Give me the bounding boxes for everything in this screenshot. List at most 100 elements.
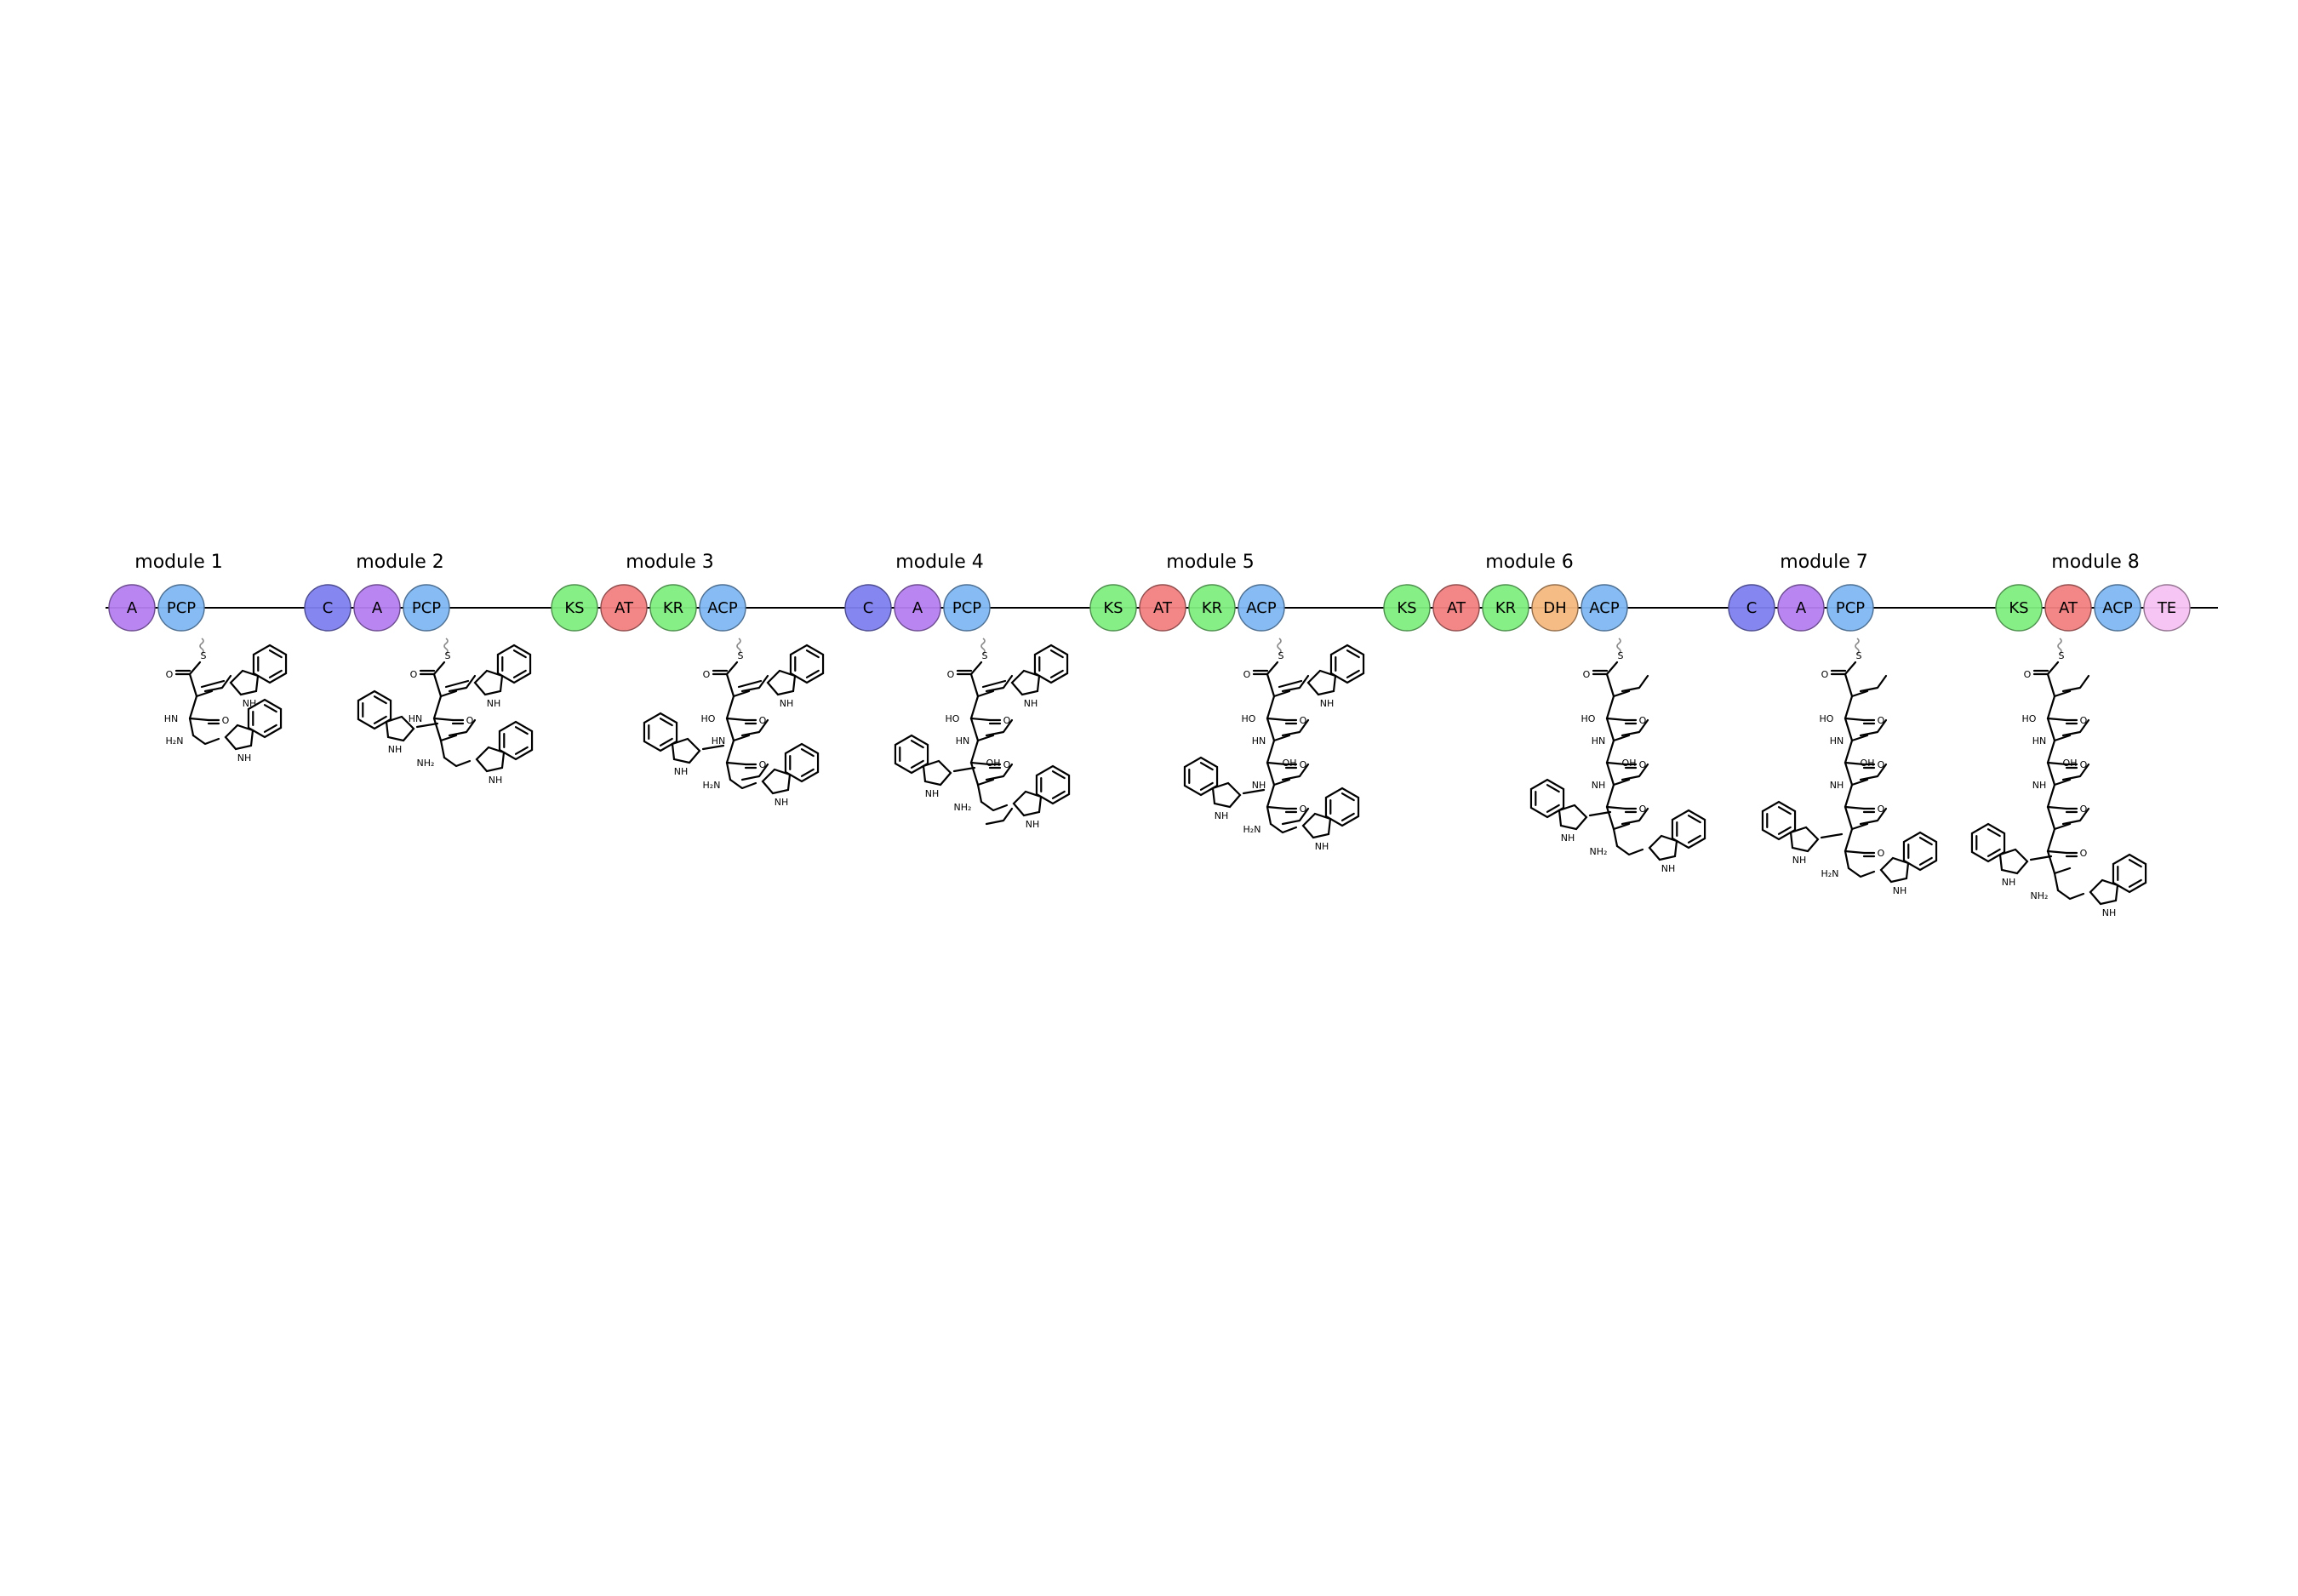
bond [910, 740, 924, 749]
bond [1844, 717, 1854, 742]
pyrrole-ring [1211, 781, 1242, 809]
bond [432, 717, 454, 722]
bond [1266, 717, 1288, 722]
bond [1844, 805, 1854, 831]
domain-a: A [108, 584, 156, 632]
atom-label: NH [1830, 780, 1844, 791]
attachment-wavy-bond [199, 638, 204, 655]
bond [2046, 805, 2056, 831]
bond [1844, 672, 1854, 698]
bond [969, 761, 992, 766]
module-label: module 8 [2051, 552, 2139, 573]
bond [1340, 792, 1355, 802]
atom-label: S [201, 650, 207, 661]
atom-label: O [947, 669, 955, 680]
domain-circle [2094, 584, 2141, 632]
domain-label: ACP [1589, 599, 1620, 617]
atom-label: H₂N [1821, 868, 1839, 879]
atom-label: O [1300, 715, 1307, 726]
domain-label: PCP [167, 599, 196, 617]
domain-label: ACP [707, 599, 738, 617]
bond [432, 672, 443, 698]
atom-label: O [410, 669, 418, 680]
atom-label: NH [2032, 780, 2047, 791]
domain-label: TE [2157, 599, 2176, 617]
bond [188, 717, 195, 737]
bond [263, 704, 277, 713]
bond [1605, 717, 1615, 742]
domain-label: A [127, 599, 138, 617]
domain-circle [2044, 584, 2092, 632]
atom-label: NH [487, 698, 501, 709]
domain-kr: KR [1188, 584, 1236, 632]
atom-label: O [1639, 804, 1647, 815]
domain-circle [894, 584, 941, 632]
bond [729, 778, 757, 790]
bond [981, 679, 1007, 689]
domain-kr: KR [1482, 584, 1529, 632]
module-1: module 1 A PCP [108, 552, 223, 632]
bond [701, 744, 725, 751]
bond [373, 695, 387, 705]
bond [985, 674, 1014, 693]
atom-label: O [1003, 715, 1011, 726]
bond [800, 748, 815, 758]
domain-circle [1482, 584, 1529, 632]
domain-c: C [1728, 584, 1775, 632]
module-label: module 3 [626, 552, 713, 573]
bond [188, 717, 210, 722]
atom-label: HN [1830, 735, 1844, 747]
domain-pcp: PCP [157, 584, 205, 632]
bond [1605, 661, 1619, 676]
atom-label: OH [986, 758, 1001, 769]
bond [514, 726, 529, 735]
domain-c: C [844, 584, 892, 632]
bond [1918, 856, 1933, 866]
bond [725, 661, 739, 676]
domain-circle [108, 584, 156, 632]
atom-label: HN [956, 735, 970, 747]
indole-group: NH [475, 720, 534, 786]
indole-group: NH [1012, 764, 1071, 830]
bond [1605, 717, 1627, 722]
bond [725, 739, 735, 764]
bond [976, 778, 995, 787]
indole-group: NH [1301, 787, 1360, 852]
bond [1281, 718, 1310, 737]
bond [969, 661, 983, 676]
bond [2053, 778, 2072, 787]
indole-group: NH [766, 644, 825, 709]
bond [985, 718, 1014, 737]
pyrrole-ring [1301, 812, 1332, 839]
indole-group: NH [894, 734, 952, 799]
bond [439, 689, 458, 698]
bond [1546, 804, 1560, 813]
benzene-ring [1324, 787, 1360, 827]
bond [188, 672, 198, 698]
bond [1844, 761, 1854, 787]
atom-label: HO [1820, 713, 1834, 724]
bond [1266, 761, 1288, 766]
bond [1986, 828, 2001, 838]
benzene-ring [1033, 644, 1069, 684]
bond [268, 649, 283, 659]
bond [443, 756, 472, 768]
atom-label: O [1300, 804, 1307, 815]
atom-label: NH [1320, 698, 1335, 709]
module-label: module 7 [1780, 552, 1867, 573]
atom-label: O [1878, 759, 1885, 770]
atom-label: S [738, 650, 744, 661]
domain-at: AT [1139, 584, 1186, 632]
bond [1346, 669, 1360, 678]
domain-label: KS [1397, 599, 1416, 617]
domain-circle [2143, 584, 2191, 632]
benzene-ring [498, 720, 534, 761]
bond [2053, 822, 2072, 831]
bond [1847, 867, 1876, 878]
bond [976, 689, 995, 698]
bond [1612, 778, 1631, 787]
atom-label: HO [1242, 713, 1256, 724]
bond [1605, 805, 1627, 810]
bond [1844, 717, 1866, 722]
